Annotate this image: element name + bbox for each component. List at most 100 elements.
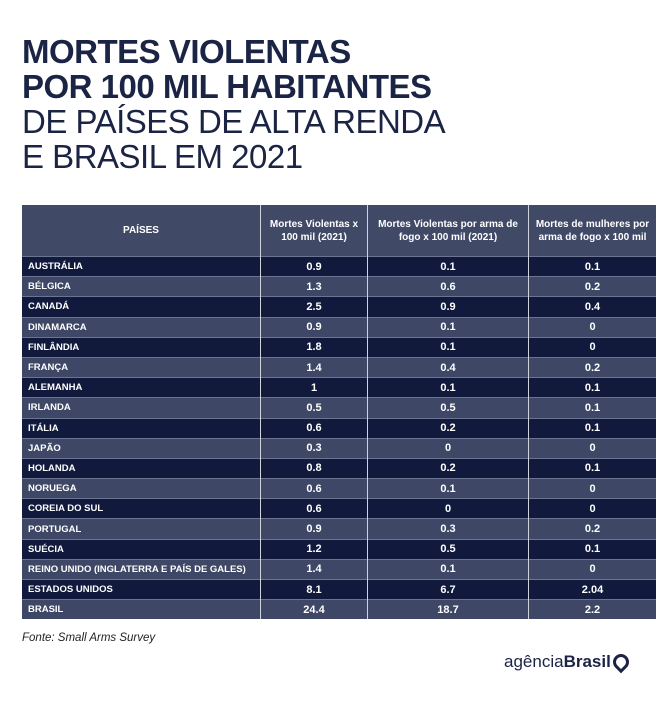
value-cell: 0 [528, 478, 656, 499]
value-cell: 0.1 [528, 397, 656, 418]
country-cell: PORTUGAL [22, 518, 261, 540]
country-cell: SUÉCIA [22, 538, 261, 560]
table-row: REINO UNIDO (INGLATERRA E PAÍS DE GALES)… [22, 558, 656, 580]
value-cell: 0.3 [260, 437, 368, 459]
value-cell: 0 [367, 437, 529, 459]
value-cell: 0.1 [528, 255, 656, 277]
value-cell: 0.9 [260, 316, 368, 338]
location-pin-icon [609, 650, 633, 674]
value-cell: 0.1 [367, 478, 529, 499]
country-cell: ITÁLIA [22, 417, 261, 439]
header-row: PAÍSES Mortes Violentas x 100 mil (2021)… [22, 205, 656, 257]
table-row: NORUEGA 0.6 0.1 0 [22, 478, 656, 499]
value-cell: 0.6 [260, 417, 368, 439]
value-cell: 1.3 [260, 276, 368, 297]
agencia-brasil-logo: agência Brasil [504, 650, 633, 674]
country-cell: FINLÂNDIA [22, 336, 261, 358]
value-cell: 0.1 [367, 336, 529, 358]
value-cell: 0.9 [367, 296, 529, 318]
value-cell: 0.1 [528, 417, 656, 439]
value-cell: 0.9 [260, 518, 368, 540]
country-cell: AUSTRÁLIA [22, 255, 261, 277]
value-cell: 0.5 [260, 397, 368, 418]
value-cell: 6.7 [367, 578, 529, 600]
table-row: ITÁLIA 0.6 0.2 0.1 [22, 417, 656, 439]
country-cell: HOLANDA [22, 457, 261, 479]
table-row: PORTUGAL 0.9 0.3 0.2 [22, 518, 656, 540]
logo-text-bold: Brasil [563, 652, 611, 671]
value-cell: 0 [528, 437, 656, 459]
value-cell: 0.1 [528, 457, 656, 479]
value-cell: 0.2 [528, 518, 656, 540]
value-cell: 0 [528, 336, 656, 358]
table-row: COREIA DO SUL 0.6 0 0 [22, 498, 656, 519]
value-cell: 0.1 [367, 255, 529, 277]
subtitle-line: E BRASIL EM 2021 [22, 138, 303, 175]
value-cell: 8.1 [260, 578, 368, 600]
table-row: JAPÃO 0.3 0 0 [22, 437, 656, 459]
table-row: IRLANDA 0.5 0.5 0.1 [22, 397, 656, 418]
table-row: ESTADOS UNIDOS 8.1 6.7 2.04 [22, 578, 656, 600]
value-cell: 0 [528, 498, 656, 519]
value-cell: 1.2 [260, 538, 368, 560]
country-cell: REINO UNIDO (INGLATERRA E PAÍS DE GALES) [22, 558, 261, 580]
country-cell: ALEMANHA [22, 377, 261, 398]
value-cell: 0.6 [260, 478, 368, 499]
value-cell: 0 [367, 498, 529, 519]
country-cell: ESTADOS UNIDOS [22, 578, 261, 600]
data-table: PAÍSES Mortes Violentas x 100 mil (2021)… [22, 205, 656, 620]
value-cell: 0 [528, 316, 656, 338]
source-note: Fonte: Small Arms Survey [22, 632, 156, 644]
value-cell: 2.5 [260, 296, 368, 318]
value-cell: 0.5 [367, 538, 529, 560]
header-women-firearm-deaths: Mortes de mulheres por arma de fogo x 10… [528, 205, 656, 257]
title-line: MORTES VIOLENTAS [22, 33, 351, 70]
value-cell: 0.1 [367, 316, 529, 338]
page-title: MORTES VIOLENTAS POR 100 MIL HABITANTES … [22, 33, 446, 175]
country-cell: CANADÁ [22, 296, 261, 318]
country-cell: COREIA DO SUL [22, 498, 261, 519]
header-firearm-deaths: Mortes Violentas por arma de fogo x 100 … [367, 205, 529, 257]
country-cell: JAPÃO [22, 437, 261, 459]
country-cell: BÉLGICA [22, 276, 261, 297]
country-cell: IRLANDA [22, 397, 261, 418]
table-row: HOLANDA 0.8 0.2 0.1 [22, 457, 656, 479]
table-row: BÉLGICA 1.3 0.6 0.2 [22, 276, 656, 297]
country-cell: NORUEGA [22, 478, 261, 499]
value-cell: 0.2 [528, 356, 656, 378]
country-cell: BRASIL [22, 599, 261, 620]
value-cell: 0.9 [260, 255, 368, 277]
value-cell: 1 [260, 377, 368, 398]
table-row: DINAMARCA 0.9 0.1 0 [22, 316, 656, 338]
title-line: POR 100 MIL HABITANTES [22, 68, 432, 105]
value-cell: 18.7 [367, 599, 529, 620]
value-cell: 0.5 [367, 397, 529, 418]
table-row: FINLÂNDIA 1.8 0.1 0 [22, 336, 656, 358]
table-row: BRASIL 24.4 18.7 2.2 [22, 599, 656, 620]
value-cell: 0.6 [367, 276, 529, 297]
value-cell: 0.2 [367, 457, 529, 479]
value-cell: 0.2 [528, 276, 656, 297]
value-cell: 1.8 [260, 336, 368, 358]
table-row: AUSTRÁLIA 0.9 0.1 0.1 [22, 255, 656, 277]
value-cell: 0.3 [367, 518, 529, 540]
value-cell: 0.1 [367, 377, 529, 398]
table-row: FRANÇA 1.4 0.4 0.2 [22, 356, 656, 378]
logo-text-light: agência [504, 652, 564, 671]
value-cell: 2.04 [528, 578, 656, 600]
value-cell: 0.6 [260, 498, 368, 519]
value-cell: 0 [528, 558, 656, 580]
value-cell: 0.4 [367, 356, 529, 378]
value-cell: 2.2 [528, 599, 656, 620]
value-cell: 0.8 [260, 457, 368, 479]
table-row: ALEMANHA 1 0.1 0.1 [22, 377, 656, 398]
country-cell: DINAMARCA [22, 316, 261, 338]
value-cell: 0.1 [528, 377, 656, 398]
header-violent-deaths: Mortes Violentas x 100 mil (2021) [260, 205, 368, 257]
value-cell: 1.4 [260, 558, 368, 580]
table-row: SUÉCIA 1.2 0.5 0.1 [22, 538, 656, 560]
value-cell: 0.1 [528, 538, 656, 560]
value-cell: 1.4 [260, 356, 368, 378]
value-cell: 0.1 [367, 558, 529, 580]
country-cell: FRANÇA [22, 356, 261, 378]
